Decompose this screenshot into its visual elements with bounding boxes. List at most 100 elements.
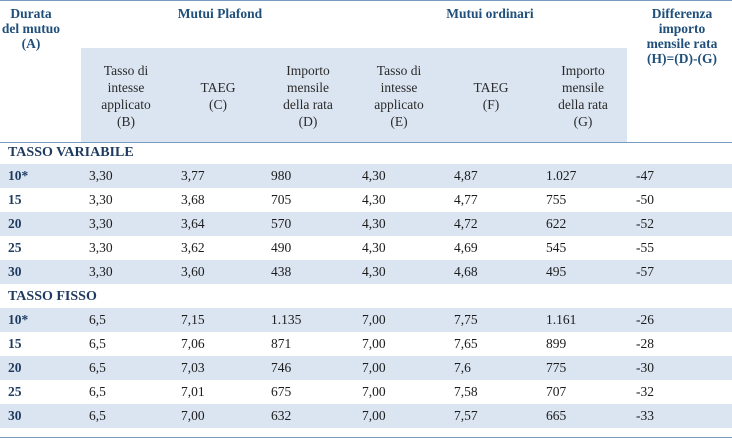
cell-taeg-f: 4,68 bbox=[454, 264, 478, 279]
cell-tasso-b: 3,30 bbox=[89, 264, 113, 279]
cell-tasso-e: 4,30 bbox=[362, 240, 386, 255]
cell-tasso-e: 4,30 bbox=[362, 264, 386, 279]
subheader-tasso-b-line3: applicato bbox=[101, 97, 151, 112]
header-differenza: Differenza importo mensile rata (H)=(D)-… bbox=[632, 6, 732, 66]
cell-tasso-b: 3,30 bbox=[89, 240, 113, 255]
cell-importo-d: 871 bbox=[271, 336, 292, 351]
cell-taeg-f: 4,69 bbox=[454, 240, 478, 255]
header-mutui-ordinari: Mutui ordinari bbox=[446, 6, 534, 21]
header-mutui-plafond: Mutui Plafond bbox=[177, 6, 263, 21]
subheader-tasso-b: Tasso di intesse applicato (B) bbox=[83, 62, 169, 130]
cell-durata: 20 bbox=[8, 216, 22, 231]
cell-taeg-c: 3,64 bbox=[181, 216, 205, 231]
cell-importo-g: 1.161 bbox=[546, 312, 577, 327]
cell-differenza: -30 bbox=[636, 360, 654, 375]
cell-tasso-e: 7,00 bbox=[362, 384, 386, 399]
cell-taeg-c: 3,77 bbox=[181, 168, 205, 183]
cell-importo-d: 746 bbox=[271, 360, 292, 375]
cell-importo-d: 1.135 bbox=[271, 312, 302, 327]
cell-taeg-f: 4,72 bbox=[454, 216, 478, 231]
subheader-importo-d-line4: (D) bbox=[298, 114, 318, 129]
cell-tasso-b: 6,5 bbox=[89, 312, 106, 327]
section-title-fisso: TASSO FISSO bbox=[8, 289, 97, 304]
cell-importo-g: 622 bbox=[546, 216, 567, 231]
subheader-tasso-e-line4: (E) bbox=[390, 114, 408, 129]
row-band bbox=[0, 308, 732, 332]
subheader-taeg-f-line2: (F) bbox=[482, 97, 500, 112]
cell-taeg-f: 7,6 bbox=[454, 360, 471, 375]
cell-tasso-e: 7,00 bbox=[362, 360, 386, 375]
cell-tasso-b: 3,30 bbox=[89, 192, 113, 207]
row-band bbox=[0, 404, 732, 428]
cell-durata: 25 bbox=[8, 384, 22, 399]
header-rule bbox=[0, 142, 732, 143]
header-durata-line3: (A) bbox=[21, 36, 41, 51]
cell-taeg-f: 7,65 bbox=[454, 336, 478, 351]
subheader-importo-d: Importo mensile della rata (D) bbox=[263, 62, 353, 130]
subheader-taeg-c-line2: (C) bbox=[209, 97, 227, 112]
cell-importo-g: 775 bbox=[546, 360, 567, 375]
subheader-importo-g-line1: Importo bbox=[561, 63, 605, 78]
cell-durata: 15 bbox=[8, 192, 22, 207]
cell-taeg-f: 7,58 bbox=[454, 384, 478, 399]
cell-differenza: -47 bbox=[636, 168, 654, 183]
subheader-tasso-e-line3: applicato bbox=[374, 97, 424, 112]
subheader-tasso-b-line4: (B) bbox=[117, 114, 135, 129]
cell-taeg-c: 7,06 bbox=[181, 336, 205, 351]
cell-taeg-f: 7,75 bbox=[454, 312, 478, 327]
row-band bbox=[0, 164, 732, 188]
subheader-importo-g-line4: (G) bbox=[573, 114, 593, 129]
cell-importo-g: 665 bbox=[546, 408, 567, 423]
cell-tasso-b: 6,5 bbox=[89, 336, 106, 351]
subheader-tasso-e: Tasso di intesse applicato (E) bbox=[356, 62, 442, 130]
header-durata-line2: del mutuo bbox=[1, 21, 61, 36]
subheader-tasso-e-line1: Tasso di bbox=[376, 63, 422, 78]
cell-tasso-e: 4,30 bbox=[362, 168, 386, 183]
cell-importo-g: 495 bbox=[546, 264, 567, 279]
cell-tasso-e: 4,30 bbox=[362, 216, 386, 231]
cell-taeg-c: 3,68 bbox=[181, 192, 205, 207]
cell-taeg-c: 3,60 bbox=[181, 264, 205, 279]
subheader-taeg-f: TAEG (F) bbox=[448, 79, 534, 113]
row-band bbox=[0, 356, 732, 380]
cell-durata: 25 bbox=[8, 240, 22, 255]
cell-importo-g: 707 bbox=[546, 384, 567, 399]
cell-differenza: -57 bbox=[636, 264, 654, 279]
cell-taeg-f: 7,57 bbox=[454, 408, 478, 423]
cell-taeg-c: 3,62 bbox=[181, 240, 205, 255]
subheader-tasso-b-line2: intesse bbox=[107, 80, 145, 95]
cell-differenza: -28 bbox=[636, 336, 654, 351]
cell-importo-d: 490 bbox=[271, 240, 292, 255]
cell-durata: 10* bbox=[8, 168, 29, 183]
cell-tasso-b: 6,5 bbox=[89, 408, 106, 423]
cell-tasso-e: 7,00 bbox=[362, 408, 386, 423]
cell-durata: 15 bbox=[8, 336, 22, 351]
top-rule bbox=[0, 0, 732, 1]
header-differenza-line2: importo bbox=[658, 21, 706, 36]
header-durata: Durata del mutuo (A) bbox=[0, 6, 62, 51]
subheader-taeg-c-line1: TAEG bbox=[200, 80, 236, 95]
cell-importo-d: 438 bbox=[271, 264, 292, 279]
cell-differenza: -52 bbox=[636, 216, 654, 231]
header-differenza-line4: (H)=(D)-(G) bbox=[647, 51, 717, 66]
cell-durata: 30 bbox=[8, 264, 22, 279]
cell-differenza: -50 bbox=[636, 192, 654, 207]
subheader-taeg-f-line1: TAEG bbox=[473, 80, 509, 95]
cell-tasso-b: 3,30 bbox=[89, 168, 113, 183]
subheader-taeg-c: TAEG (C) bbox=[175, 79, 261, 113]
cell-taeg-c: 7,01 bbox=[181, 384, 205, 399]
subheader-importo-d-line2: mensile bbox=[287, 80, 329, 95]
cell-taeg-c: 7,15 bbox=[181, 312, 205, 327]
cell-differenza: -26 bbox=[636, 312, 654, 327]
subheader-importo-g-line3: della rata bbox=[558, 97, 608, 112]
header-differenza-line1: Differenza bbox=[651, 6, 713, 21]
cell-tasso-b: 6,5 bbox=[89, 384, 106, 399]
cell-importo-d: 705 bbox=[271, 192, 292, 207]
cell-importo-g: 899 bbox=[546, 336, 567, 351]
cell-taeg-f: 4,87 bbox=[454, 168, 478, 183]
section-title-variabile: TASSO VARIABILE bbox=[8, 145, 134, 160]
cell-differenza: -55 bbox=[636, 240, 654, 255]
cell-importo-d: 980 bbox=[271, 168, 292, 183]
cell-importo-d: 570 bbox=[271, 216, 292, 231]
